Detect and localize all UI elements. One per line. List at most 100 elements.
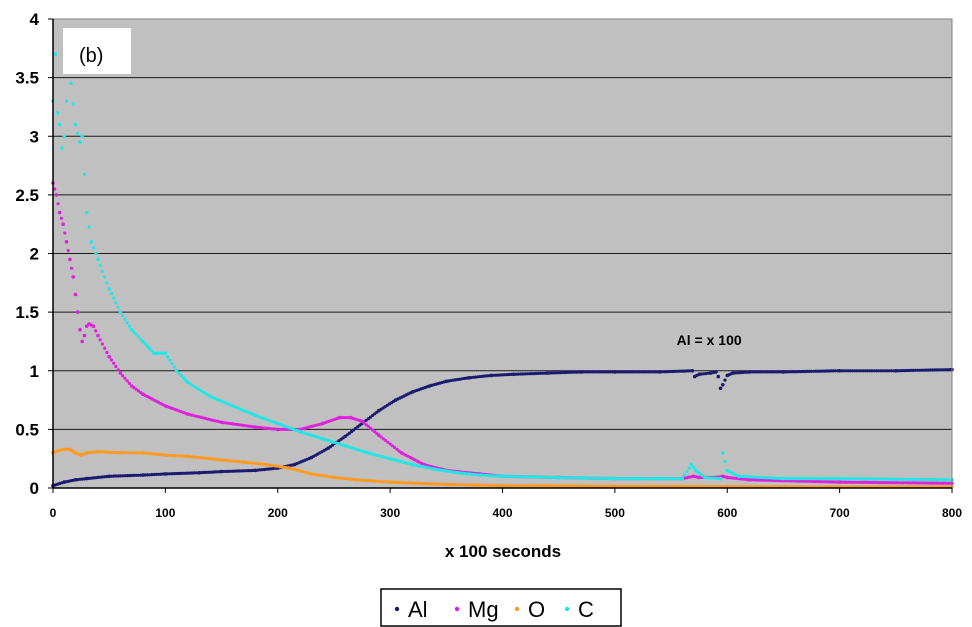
trace-dot-c (168, 358, 172, 362)
trace-dot-mg (280, 427, 284, 431)
point-al-28 (690, 369, 695, 373)
trace-dot-al (530, 372, 534, 376)
point-o-4 (73, 451, 78, 455)
point-o-16 (309, 472, 314, 476)
trace-dot-al (148, 473, 152, 477)
trace-dot-o (657, 484, 661, 488)
point-c-41 (698, 472, 703, 476)
trace-dot-c (917, 477, 921, 481)
trace-dot-o (509, 484, 513, 488)
trace-dot-o (134, 451, 138, 455)
trace-dot-o (622, 484, 626, 488)
trace-dot-o (600, 484, 604, 488)
trace-dot-al (114, 474, 118, 478)
trace-dot-mg (109, 358, 113, 362)
trace-dot-al (848, 369, 853, 373)
series-al (51, 367, 954, 488)
point-c-1 (53, 52, 57, 56)
point-o-14 (264, 462, 269, 467)
y-tick-label-0: 0 (30, 479, 39, 498)
trace-dot-mg (796, 479, 800, 483)
trace-dot-mg (941, 481, 945, 485)
point-al-30 (697, 372, 701, 377)
trace-dot-al (507, 372, 511, 377)
point-c-19 (163, 351, 168, 356)
point-al-24 (545, 371, 550, 375)
trace-dot-c (777, 476, 781, 480)
trace-dot-o (105, 450, 109, 454)
point-c-21 (186, 380, 190, 385)
point-c-44 (721, 451, 725, 455)
trace-dot-al (496, 373, 500, 377)
trace-dot-o (595, 484, 599, 488)
point-c-14 (107, 286, 111, 291)
trace-dot-c (177, 371, 181, 375)
trace-dot-c (687, 466, 691, 470)
trace-dot-o (226, 459, 230, 463)
trace-dot-c (794, 477, 799, 481)
trace-dot-c (544, 475, 548, 479)
point-al-39 (781, 370, 786, 374)
trace-dot-o (580, 484, 584, 488)
trace-dot-o (127, 451, 131, 455)
trace-dot-o (589, 484, 593, 488)
trace-dot-c (166, 355, 170, 359)
trace-dot-c (159, 351, 163, 355)
trace-dot-c (509, 474, 513, 479)
trace-dot-o (672, 484, 677, 488)
trace-dot-mg (103, 346, 107, 350)
trace-dot-al (900, 369, 904, 373)
trace-dot-c (873, 477, 877, 481)
point-mg-20 (163, 404, 168, 408)
trace-dot-c (548, 475, 552, 479)
trace-dot-al (638, 370, 642, 374)
trace-dot-mg (879, 481, 884, 485)
point-o-6 (84, 451, 89, 455)
trace-dot-al (933, 368, 937, 372)
y-tick-label-7: 3.5 (15, 69, 39, 88)
trace-dot-al (572, 370, 577, 374)
point-o-17 (332, 475, 336, 480)
trace-dot-c (661, 477, 665, 481)
point-c-26 (298, 429, 303, 434)
trace-dot-o (505, 484, 509, 488)
point-al-12 (309, 455, 314, 460)
point-c-37 (613, 476, 617, 481)
trace-dot-o (449, 483, 453, 487)
trace-dot-o (511, 484, 516, 488)
trace-dot-al (590, 370, 595, 374)
point-al-29 (692, 374, 697, 379)
trace-dot-c (464, 472, 469, 476)
trace-dot-c (598, 476, 602, 480)
trace-dot-o (375, 479, 379, 483)
trace-dot-mg (53, 187, 57, 191)
point-al-5 (141, 473, 145, 477)
trace-dot-al (80, 477, 84, 481)
point-c-29 (365, 451, 370, 455)
point-c-5 (62, 134, 66, 139)
series-o (51, 447, 954, 489)
point-al-13 (326, 446, 331, 450)
trace-dot-o (516, 484, 520, 488)
point-c-13 (96, 257, 100, 262)
trace-dot-c (658, 477, 663, 481)
trace-dot-mg (884, 481, 888, 485)
trace-dot-mg (932, 481, 937, 485)
trace-dot-mg (862, 480, 866, 484)
y-tick-label-6: 3 (30, 127, 39, 146)
point-c-28 (343, 444, 348, 448)
trace-dot-c (143, 342, 147, 346)
trace-dot-c (184, 378, 188, 382)
point-mg-24 (276, 427, 280, 432)
point-o-2 (62, 447, 66, 452)
trace-dot-o (195, 455, 199, 459)
trace-dot-c (105, 281, 109, 285)
trace-dot-c (487, 474, 491, 478)
trace-dot-mg (816, 480, 820, 484)
trace-dot-al (909, 368, 913, 372)
trace-dot-al (754, 370, 759, 374)
trace-dot-o (553, 484, 558, 488)
trace-dot-al (624, 370, 628, 374)
point-mg-30 (377, 433, 381, 438)
trace-dot-c (723, 460, 727, 464)
